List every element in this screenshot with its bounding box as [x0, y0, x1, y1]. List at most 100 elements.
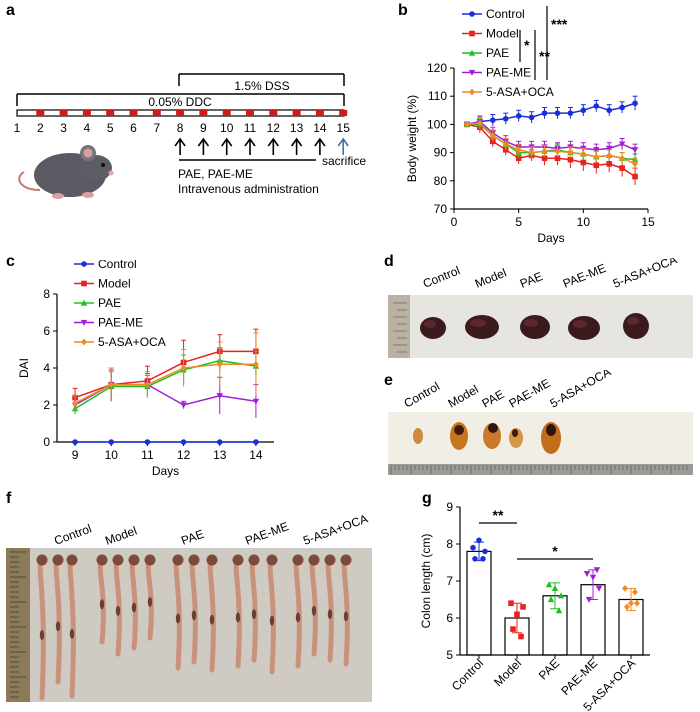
bar-group-5-asa-oca: [618, 585, 644, 656]
timeline-mark-day-15: [339, 110, 348, 116]
data-point-control: [108, 439, 115, 445]
label-pae: PAE: [518, 269, 545, 291]
label-model: Model: [473, 266, 509, 291]
x-tick-label: 11: [141, 448, 154, 462]
sig-mark-model-paeme: *: [552, 543, 558, 559]
data-point-5-asa-oca: [502, 140, 509, 148]
data-point-control: [216, 439, 223, 445]
colon-tissue: [207, 555, 216, 673]
ddc-label: 0.05% DDC: [148, 95, 212, 109]
panel-b-letter: b: [398, 2, 408, 19]
data-point-control: [541, 110, 548, 116]
panel-a-timeline: 1.5% DSS 0.05% DDC 1 2 3 4 5 6 7 8 9 10 11 12 13 14 15…: [14, 73, 366, 199]
cecum: [36, 554, 48, 566]
timeline-day-13: 13: [290, 121, 304, 135]
data-point-model: [567, 156, 574, 163]
data-point-5-asa-oca: [628, 599, 634, 607]
colon-sample: [248, 554, 260, 663]
stool-pellet: [209, 614, 215, 625]
data-point-model: [518, 633, 524, 640]
data-point-pae-me: [606, 145, 613, 152]
data-point-control: [619, 104, 625, 111]
label-pae-me: PAE-ME: [561, 261, 608, 291]
label-pae-me: PAE-ME: [507, 376, 553, 411]
stool-pellet: [131, 602, 137, 613]
colon-sample: [308, 554, 320, 657]
colon-sample: [292, 554, 304, 669]
legend-marker-pae: [468, 49, 476, 56]
arrowhead-day-11: [244, 137, 256, 147]
data-point-model: [514, 611, 520, 618]
legend-label-5-asa-oca: 5-ASA+OCA: [98, 335, 166, 349]
data-point-5-asa-oca: [632, 588, 638, 596]
colon-photo: Control Model PAE PAE-ME 5-ASA+OCA: [6, 512, 372, 702]
stool-pellet: [295, 612, 301, 623]
data-point-pae: [545, 581, 553, 588]
timeline-day-2: 2: [37, 121, 44, 135]
liver-photo: Control Model PAE PAE-ME 5-ASA+OCA: [388, 258, 693, 358]
y-tick-label: 90: [434, 146, 448, 160]
label-control: Control: [421, 263, 462, 290]
colon-sample: [144, 554, 156, 641]
timeline-mark-day-2: [36, 110, 45, 116]
data-point-model: [593, 162, 600, 169]
bar-control: [466, 550, 492, 656]
y-tick-label: 110: [428, 89, 447, 103]
cecum: [128, 554, 140, 566]
legend-marker-5-asa-oca: [469, 88, 475, 96]
cecum: [52, 554, 64, 566]
data-point-control: [632, 100, 638, 107]
legend-label-5-asa-oca: 5-ASA+OCA: [486, 85, 554, 99]
series-control: [464, 95, 638, 128]
data-point-5-asa-oca: [515, 146, 522, 154]
y-tick-label: 4: [43, 361, 50, 375]
y-tick-label: 6: [43, 324, 50, 338]
data-point-5-asa-oca: [108, 381, 115, 389]
timeline-day-7: 7: [153, 121, 160, 135]
series-5-asa-oca: [463, 116, 639, 170]
series-5-asa-oca: [72, 332, 259, 411]
timeline-day-1: 1: [14, 121, 21, 135]
data-point-5-asa-oca: [144, 381, 151, 389]
cecum: [206, 554, 218, 566]
label-pae: PAE: [179, 527, 206, 548]
legend-label-control: Control: [486, 7, 525, 21]
series-line-pae: [74, 359, 257, 410]
y-tick-label: 120: [427, 61, 447, 75]
cecum: [232, 554, 244, 566]
stool-pellet: [311, 605, 317, 616]
colon-tissue: [267, 555, 276, 675]
arrowhead-day-10: [221, 137, 233, 147]
bar-group-pae-me: [580, 567, 606, 656]
y-tick-label: 8: [446, 537, 453, 551]
timeline-day-9: 9: [200, 121, 207, 135]
data-point-model: [508, 600, 514, 606]
cecum: [66, 554, 78, 566]
x-tick-label: 5: [515, 215, 522, 229]
data-point-model: [632, 173, 638, 180]
y-tick-label: 9: [446, 500, 453, 514]
data-point-5-asa-oca: [252, 360, 259, 368]
legend-marker-pae: [80, 299, 88, 306]
colon-sample: [66, 554, 78, 699]
timeline-day-3: 3: [60, 121, 67, 135]
timeline-mark-day-5: [106, 110, 115, 116]
data-point-5-asa-oca: [554, 147, 561, 155]
colon-sample: [52, 554, 64, 685]
colon-sample: [324, 554, 336, 663]
timeline-day-4: 4: [84, 121, 91, 135]
panel-g-letter: g: [422, 490, 432, 507]
stool-pellet: [115, 605, 121, 616]
data-point-model: [541, 155, 548, 162]
series-pae: [71, 347, 260, 415]
y-tick-label: 5: [446, 648, 453, 662]
label-pae: PAE: [480, 387, 507, 411]
cecum: [292, 554, 304, 566]
data-point-pae-me: [595, 585, 603, 592]
data-point-5-asa-oca: [528, 149, 535, 156]
timeline-mark-day-11: [246, 110, 254, 116]
data-point-5-asa-oca: [624, 603, 630, 611]
data-point-control: [567, 110, 574, 116]
x-tick-label: 12: [177, 448, 191, 462]
